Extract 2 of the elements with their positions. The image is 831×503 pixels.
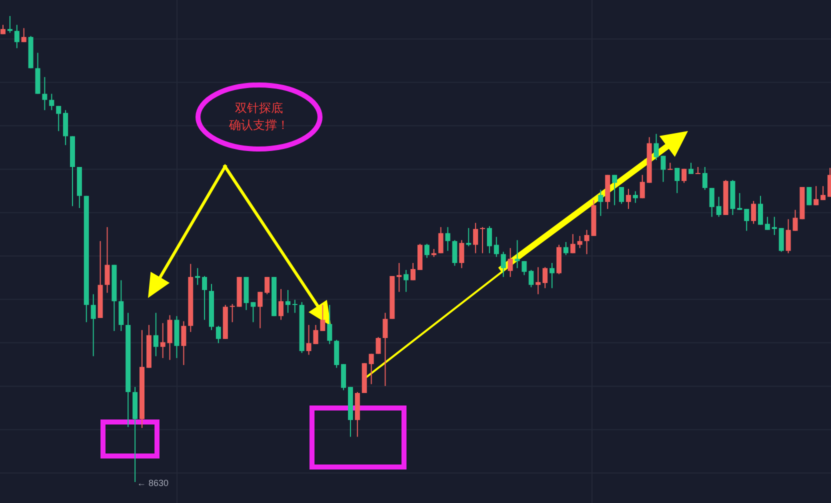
annotation: 双针探底确认支撑！ (228, 101, 289, 132)
annotation: ← 8630 (137, 478, 169, 488)
